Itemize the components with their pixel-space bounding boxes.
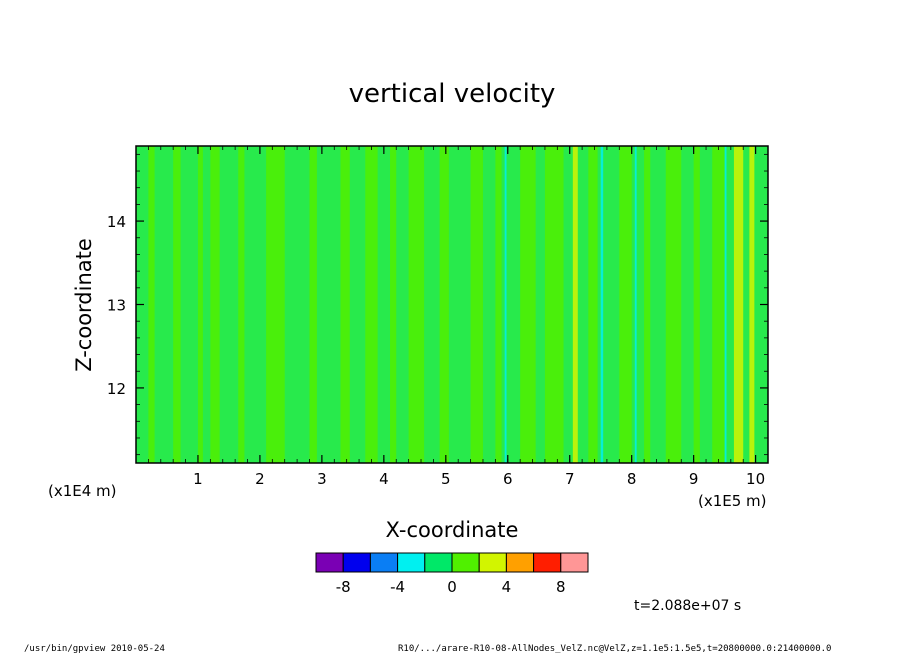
velocity-streak-21 <box>665 146 682 463</box>
x-tick-label: 7 <box>565 470 575 488</box>
x-ticks: 1 2 3 4 5 6 7 8 9 10 <box>135 146 769 488</box>
velocity-streak-3 <box>210 146 220 463</box>
colorbar-swatch <box>505 552 535 573</box>
velocity-streak-18 <box>600 146 604 463</box>
velocity-streak-0 <box>148 146 155 463</box>
velocity-streak-24 <box>733 146 744 463</box>
velocity-streak-8 <box>365 146 378 463</box>
velocity-streak-17 <box>588 146 598 463</box>
footer-left: /usr/bin/gpview 2010-05-24 <box>24 644 165 654</box>
x-tick-label: 3 <box>317 470 327 488</box>
y-tick-label: 14 <box>107 213 126 231</box>
colorbar-swatch <box>478 552 507 573</box>
velocity-streak-5 <box>266 146 285 463</box>
velocity-streaks <box>148 146 755 463</box>
velocity-streak-12 <box>470 146 483 463</box>
velocity-streak-27 <box>634 146 637 463</box>
x-tick-label: 4 <box>379 470 389 488</box>
x-tick-label: 2 <box>255 470 265 488</box>
velocity-streak-19 <box>619 146 632 463</box>
velocity-streak-22 <box>693 146 700 463</box>
y-unit-label: (x1E5 m) <box>698 492 767 510</box>
velocity-streak-10 <box>408 146 425 463</box>
velocity-streak-16 <box>572 146 578 463</box>
colorbar-swatch <box>315 552 344 573</box>
y-ticks: 12 13 14 <box>107 153 768 456</box>
colorbar-label: 8 <box>556 578 566 596</box>
colorbar-label: 4 <box>502 578 512 596</box>
time-annotation: t=2.088e+07 s <box>634 598 741 614</box>
velocity-streak-9 <box>390 146 397 463</box>
x-tick-label: 10 <box>746 470 765 488</box>
velocity-streak-4 <box>238 146 245 463</box>
colorbar-label: -4 <box>390 578 405 596</box>
x-tick-label: 6 <box>503 470 513 488</box>
colorbar-swatch <box>397 552 426 573</box>
velocity-streak-7 <box>340 146 350 463</box>
velocity-streak-1 <box>173 146 181 463</box>
x-unit-label: (x1E4 m) <box>48 482 117 500</box>
velocity-streak-14 <box>520 146 536 463</box>
chart-title: vertical velocity <box>349 79 556 109</box>
velocity-streak-28 <box>724 146 727 463</box>
colorbar-swatch <box>342 552 371 573</box>
x-tick-label: 5 <box>441 470 451 488</box>
velocity-streak-13 <box>495 146 502 463</box>
colorbar-swatch <box>424 552 453 573</box>
x-axis-label: X-coordinate <box>386 518 519 542</box>
colorbar-swatch <box>560 552 589 573</box>
footer-right: R10/.../arare-R10-08-AllNodes_VelZ.nc@Ve… <box>398 644 831 654</box>
velocity-streak-11 <box>439 146 449 463</box>
velocity-streak-25 <box>749 146 755 463</box>
colorbar-label: -8 <box>336 578 351 596</box>
velocity-streak-26 <box>504 146 507 463</box>
x-tick-label: 9 <box>689 470 699 488</box>
velocity-streak-6 <box>309 146 317 463</box>
velocity-streak-15 <box>544 146 564 463</box>
velocity-streak-2 <box>197 146 203 463</box>
y-tick-label: 12 <box>107 380 126 398</box>
colorbar-swatch <box>451 552 480 573</box>
colorbar-swatch <box>533 552 562 573</box>
velocity-streak-23 <box>712 146 725 463</box>
colorbar-swatch <box>369 552 399 573</box>
colorbar-labels: -8 -4 0 4 8 <box>336 578 566 596</box>
velocity-streak-20 <box>644 146 651 463</box>
colorbar <box>315 552 589 573</box>
x-tick-label: 1 <box>193 470 203 488</box>
x-tick-label: 8 <box>627 470 637 488</box>
y-tick-label: 13 <box>107 297 126 315</box>
colorbar-label: 0 <box>447 578 457 596</box>
y-axis-label: Z-coordinate <box>72 238 96 372</box>
